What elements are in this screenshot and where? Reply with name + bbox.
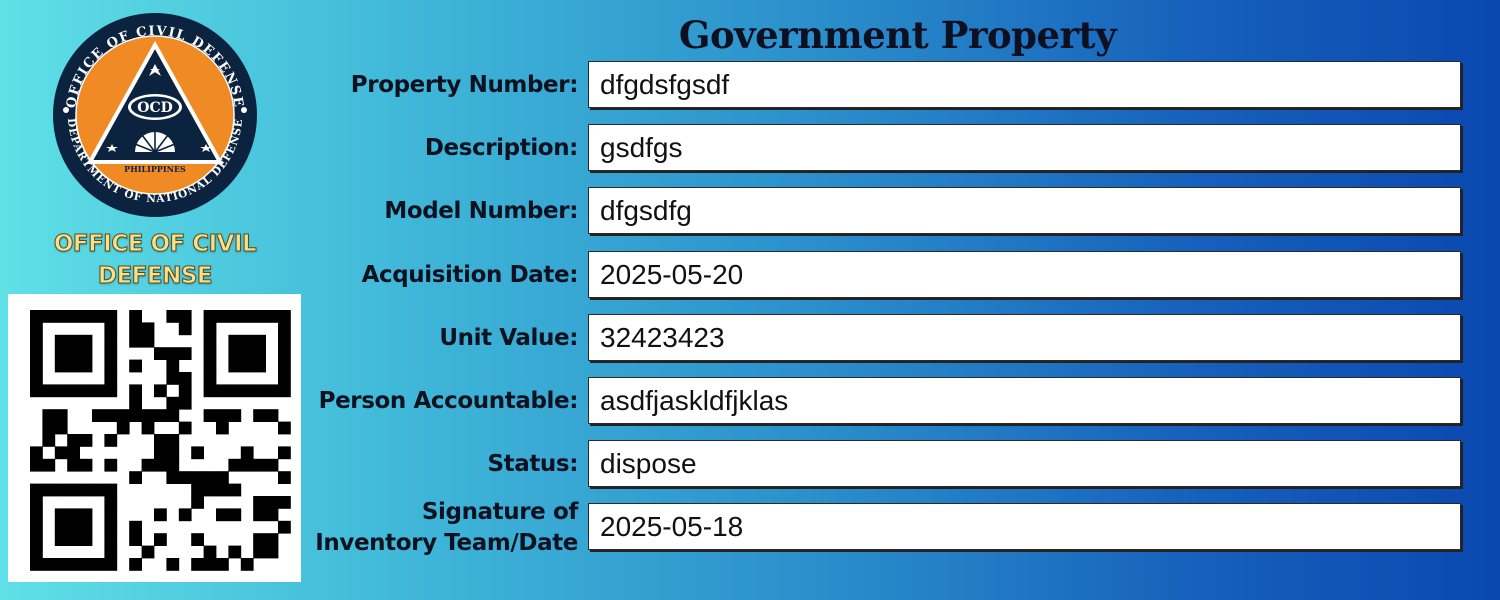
- seal-center-text: OCD: [137, 100, 172, 116]
- field-label: Signature of Inventory Team/Date: [315, 498, 578, 556]
- qr-code: [8, 294, 301, 582]
- model-number-field[interactable]: dfgsdfg: [588, 187, 1461, 234]
- field-label: Description:: [424, 135, 579, 162]
- field-label: Property Number:: [350, 72, 579, 99]
- field-label: Unit Value:: [439, 325, 578, 352]
- status-field[interactable]: dispose: [588, 440, 1461, 487]
- field-row-acquisition-date: Acquisition Date: 2025-05-20: [300, 251, 1465, 301]
- qr-code-icon: [30, 310, 291, 571]
- field-row-unit-value: Unit Value: 32423423: [300, 314, 1465, 364]
- field-label: Model Number:: [384, 198, 578, 225]
- seal-country-text: PHILIPPINES: [124, 164, 186, 174]
- property-number-field[interactable]: dfgdsfgsdf: [588, 61, 1461, 108]
- field-row-signature-date: Signature of Inventory Team/Date 2025-05…: [300, 498, 1465, 556]
- description-field[interactable]: gsdfgs: [588, 124, 1461, 171]
- field-label: Status:: [487, 451, 578, 478]
- person-accountable-field[interactable]: asdfjaskldfjklas: [588, 377, 1461, 424]
- field-row-status: Status: dispose: [300, 440, 1465, 490]
- field-row-description: Description: gsdfgs: [300, 124, 1465, 174]
- field-label: Person Accountable:: [318, 388, 579, 415]
- field-label: Acquisition Date:: [361, 262, 579, 289]
- field-row-model-number: Model Number: dfgsdfg: [300, 187, 1465, 237]
- card-title: Government Property: [678, 13, 1117, 57]
- organization-name: OFFICE OF CIVIL DEFENSE: [53, 231, 257, 290]
- field-row-person-accountable: Person Accountable: asdfjaskldfjklas: [300, 377, 1465, 427]
- signature-date-field[interactable]: 2025-05-18: [588, 503, 1461, 550]
- acquisition-date-field[interactable]: 2025-05-20: [588, 251, 1461, 298]
- field-row-property-number: Property Number: dfgdsfgsdf: [300, 61, 1465, 111]
- unit-value-field[interactable]: 32423423: [588, 314, 1461, 361]
- ocd-seal-logo-icon: OFFICE OF CIVIL DEFENSE DEPARTMENT OF NA…: [53, 13, 257, 217]
